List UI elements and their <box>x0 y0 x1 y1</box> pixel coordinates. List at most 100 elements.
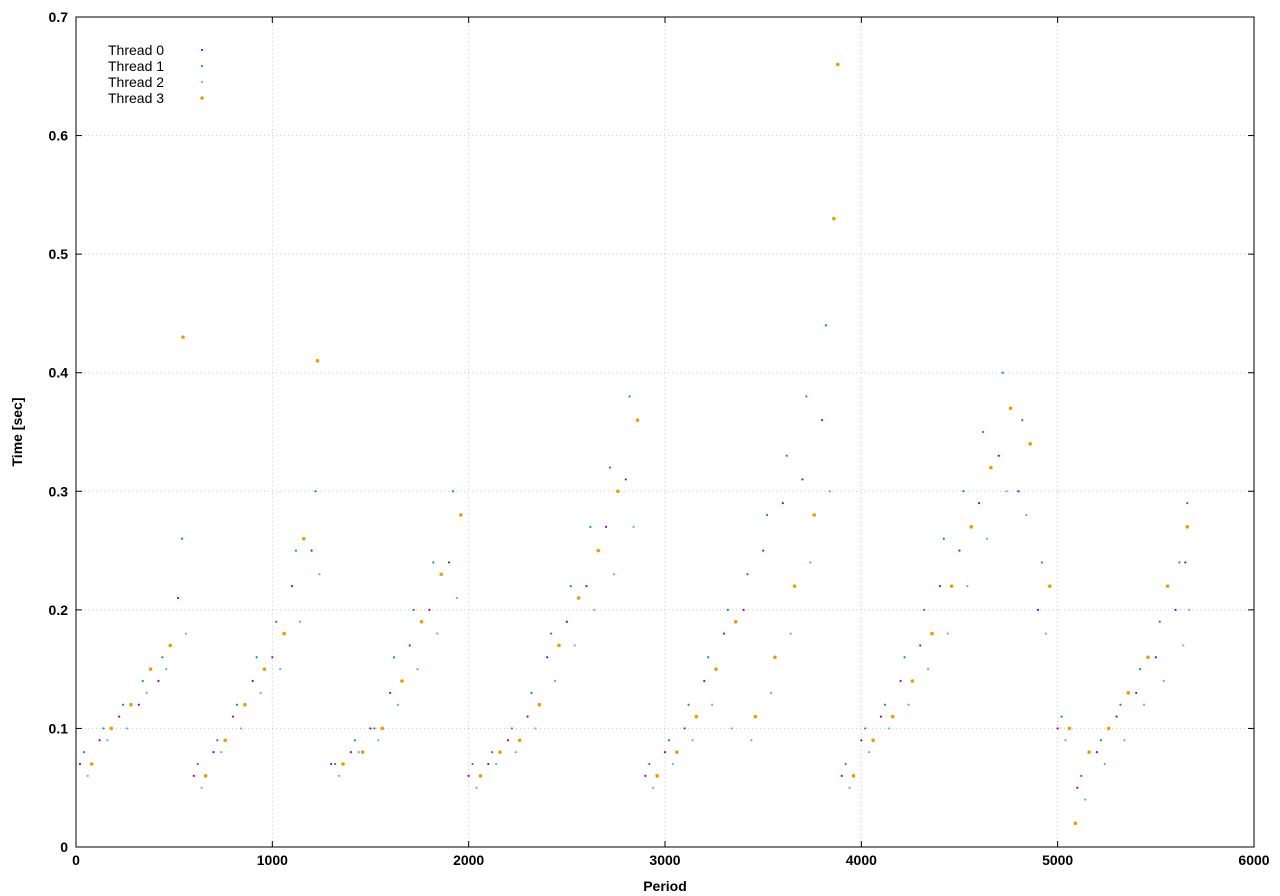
data-point <box>447 561 451 564</box>
data-point <box>860 739 863 742</box>
data-point <box>1095 751 1099 754</box>
data-point <box>1060 715 1063 718</box>
data-point <box>1165 584 1170 588</box>
data-point <box>109 726 114 731</box>
data-point <box>1162 679 1165 683</box>
y-tick-label: 0.1 <box>49 720 69 736</box>
data-point <box>165 668 168 671</box>
data-point <box>997 454 1000 457</box>
data-point <box>1001 371 1004 374</box>
series-1 <box>82 324 1189 777</box>
data-point <box>628 395 631 398</box>
data-point <box>1182 644 1185 647</box>
legend-label-3: Thread 3 <box>108 90 164 106</box>
data-point <box>828 490 832 493</box>
data-point <box>589 525 592 528</box>
data-point <box>1115 715 1118 718</box>
data-point <box>671 762 674 766</box>
data-point <box>726 608 729 611</box>
data-point <box>1139 668 1142 671</box>
data-point <box>506 739 510 742</box>
data-point <box>785 454 788 457</box>
data-point <box>459 513 463 517</box>
data-point <box>1040 561 1044 564</box>
data-point <box>1036 608 1040 611</box>
data-point <box>962 490 965 493</box>
data-point <box>180 537 184 540</box>
data-point <box>1048 584 1052 588</box>
data-point <box>478 774 483 778</box>
data-point <box>148 667 153 671</box>
data-point <box>357 751 360 754</box>
data-point <box>102 727 105 730</box>
data-point <box>879 715 883 718</box>
data-point <box>122 703 125 706</box>
data-point <box>703 679 706 683</box>
data-point <box>380 726 385 731</box>
data-point <box>576 596 581 600</box>
data-point <box>655 774 659 778</box>
data-point <box>605 525 608 528</box>
data-point <box>750 739 753 742</box>
data-point <box>168 643 173 648</box>
data-point <box>1103 762 1106 766</box>
data-point <box>315 359 320 363</box>
data-point <box>451 490 455 493</box>
data-point <box>840 774 843 777</box>
data-point <box>868 751 871 754</box>
data-point <box>419 619 424 624</box>
data-point <box>730 727 733 730</box>
data-point <box>428 608 431 611</box>
data-point <box>455 596 458 600</box>
legend-marker-0 <box>200 48 204 52</box>
data-point <box>141 679 144 683</box>
data-point <box>487 762 490 766</box>
data-point <box>436 632 439 635</box>
grid <box>76 17 1254 847</box>
data-point <box>192 774 195 777</box>
data-point <box>510 727 513 730</box>
y-tick-label: 0.6 <box>49 128 69 144</box>
data-point <box>612 573 616 576</box>
data-point <box>1056 727 1059 730</box>
data-point <box>235 703 239 706</box>
data-point <box>475 786 478 789</box>
data-point <box>239 727 243 730</box>
data-point <box>887 727 890 730</box>
data-point <box>907 703 910 706</box>
data-point <box>550 632 553 635</box>
data-point <box>467 774 470 777</box>
y-tick-label: 0.4 <box>49 365 69 381</box>
data-point <box>762 549 765 552</box>
y-tick-label: 0.5 <box>49 246 69 262</box>
data-point <box>722 632 726 635</box>
data-point <box>938 585 941 588</box>
x-tick-label: 6000 <box>1238 852 1269 868</box>
data-point <box>663 751 667 754</box>
data-point <box>526 715 529 718</box>
data-point <box>809 561 812 564</box>
data-point <box>432 561 435 564</box>
data-point <box>176 596 180 600</box>
data-point <box>835 62 840 67</box>
x-tick-label: 4000 <box>846 852 877 868</box>
data-point <box>985 537 989 540</box>
data-point <box>832 216 836 221</box>
data-point <box>801 478 804 481</box>
data-point <box>377 739 380 742</box>
data-point <box>883 703 886 706</box>
data-point <box>223 738 228 743</box>
data-point <box>903 656 906 659</box>
x-tick-label: 2000 <box>453 852 484 868</box>
data-point <box>1184 561 1187 564</box>
x-tick-label: 3000 <box>649 852 680 868</box>
data-point <box>694 714 699 719</box>
data-point <box>635 418 640 422</box>
data-point <box>82 751 85 754</box>
data-point <box>1178 561 1181 564</box>
data-point <box>416 668 419 671</box>
data-point <box>216 739 219 742</box>
data-point <box>471 762 474 766</box>
